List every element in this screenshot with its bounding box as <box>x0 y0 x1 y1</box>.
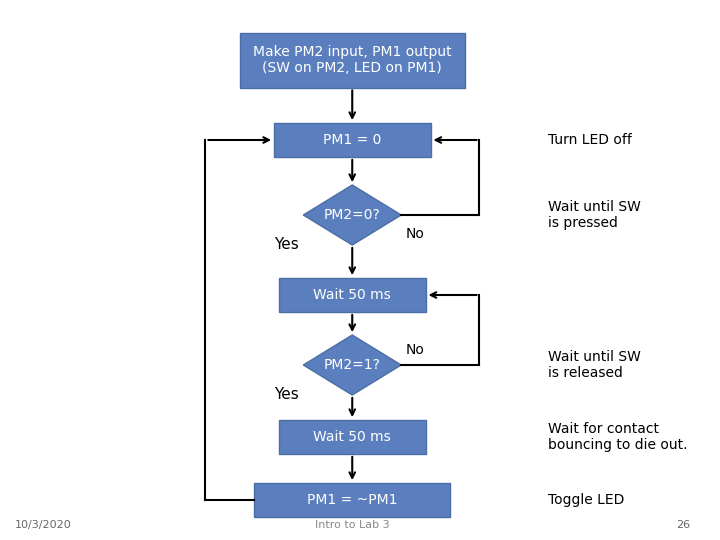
Text: 26: 26 <box>675 520 690 530</box>
Text: PM1 = 0: PM1 = 0 <box>323 133 382 147</box>
Text: Intro to Lab 3: Intro to Lab 3 <box>315 520 390 530</box>
Polygon shape <box>303 185 401 245</box>
Text: No: No <box>406 227 425 241</box>
Text: 10/3/2020: 10/3/2020 <box>14 520 71 530</box>
Polygon shape <box>303 335 401 395</box>
Text: PM1 = ~PM1: PM1 = ~PM1 <box>307 493 397 507</box>
FancyBboxPatch shape <box>279 278 426 312</box>
Text: No: No <box>406 343 425 357</box>
Text: Wait 50 ms: Wait 50 ms <box>313 288 391 302</box>
Text: Turn LED off: Turn LED off <box>548 133 632 147</box>
Text: PM2=0?: PM2=0? <box>324 208 381 222</box>
Text: Yes: Yes <box>274 237 298 252</box>
FancyBboxPatch shape <box>254 483 450 517</box>
Text: Yes: Yes <box>274 387 298 402</box>
Text: Toggle LED: Toggle LED <box>548 493 624 507</box>
Text: Wait for contact
bouncing to die out.: Wait for contact bouncing to die out. <box>548 422 688 452</box>
Text: Wait until SW
is released: Wait until SW is released <box>548 350 641 380</box>
FancyBboxPatch shape <box>279 420 426 454</box>
Text: Wait until SW
is pressed: Wait until SW is pressed <box>548 200 641 230</box>
Text: Wait 50 ms: Wait 50 ms <box>313 430 391 444</box>
Text: Make PM2 input, PM1 output
(SW on PM2, LED on PM1): Make PM2 input, PM1 output (SW on PM2, L… <box>253 45 451 75</box>
Text: PM2=1?: PM2=1? <box>324 358 381 372</box>
FancyBboxPatch shape <box>240 32 465 87</box>
FancyBboxPatch shape <box>274 123 431 157</box>
